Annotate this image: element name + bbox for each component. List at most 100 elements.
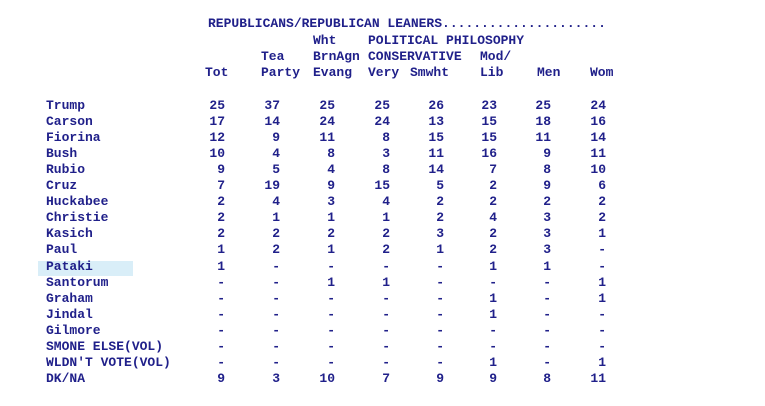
cell-value: 1 bbox=[217, 242, 225, 257]
row-label: WLDN'T VOTE(VOL) bbox=[46, 355, 171, 370]
colgroup-conservative: CONSERVATIVE bbox=[368, 49, 462, 64]
colgroup-tea: Tea bbox=[261, 49, 285, 64]
cell-value: 7 bbox=[382, 371, 390, 386]
cell-value: 1 bbox=[382, 210, 390, 225]
cell-value: 6 bbox=[598, 178, 606, 193]
cell-value: 2 bbox=[598, 194, 606, 209]
cell-value: 4 bbox=[382, 194, 390, 209]
cell-value: - bbox=[543, 275, 551, 290]
row-label: Cruz bbox=[46, 178, 78, 193]
cell-value: - bbox=[217, 275, 225, 290]
column-header-very: Very bbox=[368, 65, 400, 80]
cell-value: - bbox=[217, 339, 225, 354]
cell-value: 2 bbox=[327, 226, 335, 241]
cell-value: 15 bbox=[374, 178, 390, 193]
cell-value: 1 bbox=[598, 275, 606, 290]
cell-value: - bbox=[543, 323, 551, 338]
cell-value: 26 bbox=[428, 98, 444, 113]
row-label: Graham bbox=[46, 291, 93, 306]
column-header-wom: Wom bbox=[590, 65, 614, 80]
cell-value: 12 bbox=[209, 130, 225, 145]
row-label: Jindal bbox=[46, 307, 93, 322]
row-label: Gilmore bbox=[46, 323, 101, 338]
column-header-men: Men bbox=[537, 65, 561, 80]
cell-value: 3 bbox=[543, 226, 551, 241]
cell-value: 8 bbox=[382, 162, 390, 177]
cell-value: - bbox=[436, 307, 444, 322]
cell-value: - bbox=[543, 291, 551, 306]
cell-value: 4 bbox=[489, 210, 497, 225]
cell-value: 2 bbox=[489, 178, 497, 193]
cell-value: 7 bbox=[217, 178, 225, 193]
cell-value: 15 bbox=[428, 130, 444, 145]
row-label: Fiorina bbox=[46, 130, 101, 145]
cell-value: 14 bbox=[590, 130, 606, 145]
cell-value: 24 bbox=[374, 114, 390, 129]
cell-value: - bbox=[272, 339, 280, 354]
cell-value: 3 bbox=[382, 146, 390, 161]
colgroup-brnagn: BrnAgn bbox=[313, 49, 360, 64]
cell-value: - bbox=[272, 355, 280, 370]
cell-value: 8 bbox=[543, 162, 551, 177]
cell-value: 13 bbox=[428, 114, 444, 129]
cell-value: 9 bbox=[543, 146, 551, 161]
cell-value: 11 bbox=[319, 130, 335, 145]
row-label: Rubio bbox=[46, 162, 86, 177]
cell-value: - bbox=[598, 323, 606, 338]
cell-value: 3 bbox=[272, 371, 280, 386]
cell-value: - bbox=[382, 355, 390, 370]
cell-value: - bbox=[436, 275, 444, 290]
cell-value: 8 bbox=[543, 371, 551, 386]
cell-value: 15 bbox=[481, 130, 497, 145]
cell-value: 2 bbox=[382, 226, 390, 241]
cell-value: - bbox=[598, 242, 606, 257]
cell-value: 4 bbox=[272, 146, 280, 161]
cell-value: - bbox=[382, 323, 390, 338]
cell-value: 1 bbox=[217, 259, 225, 274]
column-header-evang: Evang bbox=[313, 65, 353, 80]
cell-value: - bbox=[217, 355, 225, 370]
cell-value: - bbox=[489, 275, 497, 290]
cell-value: 1 bbox=[598, 291, 606, 306]
cell-value: - bbox=[382, 339, 390, 354]
cell-value: 1 bbox=[489, 291, 497, 306]
column-header-tot: Tot bbox=[205, 65, 229, 80]
cell-value: - bbox=[327, 259, 335, 274]
cell-value: 2 bbox=[436, 194, 444, 209]
row-label: Paul bbox=[46, 242, 78, 257]
cell-value: - bbox=[272, 259, 280, 274]
cell-value: 3 bbox=[327, 194, 335, 209]
row-label: DK/NA bbox=[46, 371, 86, 386]
row-label: Santorum bbox=[46, 275, 109, 290]
cell-value: - bbox=[598, 339, 606, 354]
cell-value: 2 bbox=[217, 194, 225, 209]
cell-value: 9 bbox=[436, 371, 444, 386]
cell-value: 2 bbox=[272, 242, 280, 257]
cell-value: 2 bbox=[217, 210, 225, 225]
row-label: SMONE ELSE(VOL) bbox=[46, 339, 164, 354]
cell-value: 1 bbox=[327, 242, 335, 257]
cell-value: - bbox=[436, 323, 444, 338]
colgroup-mod: Mod/ bbox=[480, 49, 512, 64]
cell-value: 11 bbox=[590, 146, 606, 161]
cell-value: 9 bbox=[543, 178, 551, 193]
cell-value: - bbox=[543, 307, 551, 322]
cell-value: 2 bbox=[489, 226, 497, 241]
cell-value: 25 bbox=[209, 98, 225, 113]
column-header-lib: Lib bbox=[480, 65, 504, 80]
cell-value: 1 bbox=[489, 307, 497, 322]
cell-value: 16 bbox=[481, 146, 497, 161]
cell-value: 1 bbox=[327, 275, 335, 290]
cell-value: 11 bbox=[590, 371, 606, 386]
cell-value: - bbox=[543, 355, 551, 370]
row-label: Kasich bbox=[46, 226, 93, 241]
cell-value: 3 bbox=[543, 242, 551, 257]
cell-value: 37 bbox=[264, 98, 280, 113]
cell-value: 8 bbox=[382, 130, 390, 145]
cell-value: 7 bbox=[489, 162, 497, 177]
cell-value: - bbox=[436, 291, 444, 306]
cell-value: - bbox=[272, 291, 280, 306]
table-title: REPUBLICANS/REPUBLICAN LEANERS..........… bbox=[208, 16, 606, 31]
cell-value: 9 bbox=[327, 178, 335, 193]
